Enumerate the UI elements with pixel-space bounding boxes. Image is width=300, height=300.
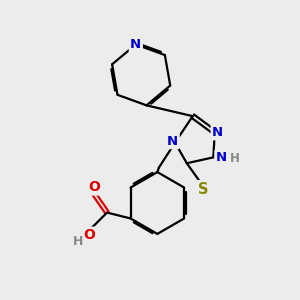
Text: N: N [167, 135, 178, 148]
Text: H: H [230, 152, 240, 165]
Text: O: O [88, 180, 100, 194]
Text: S: S [198, 182, 208, 197]
Text: N: N [216, 151, 227, 164]
Text: N: N [130, 38, 141, 51]
Text: N: N [212, 126, 223, 139]
Text: O: O [83, 228, 95, 242]
Text: H: H [72, 235, 83, 248]
